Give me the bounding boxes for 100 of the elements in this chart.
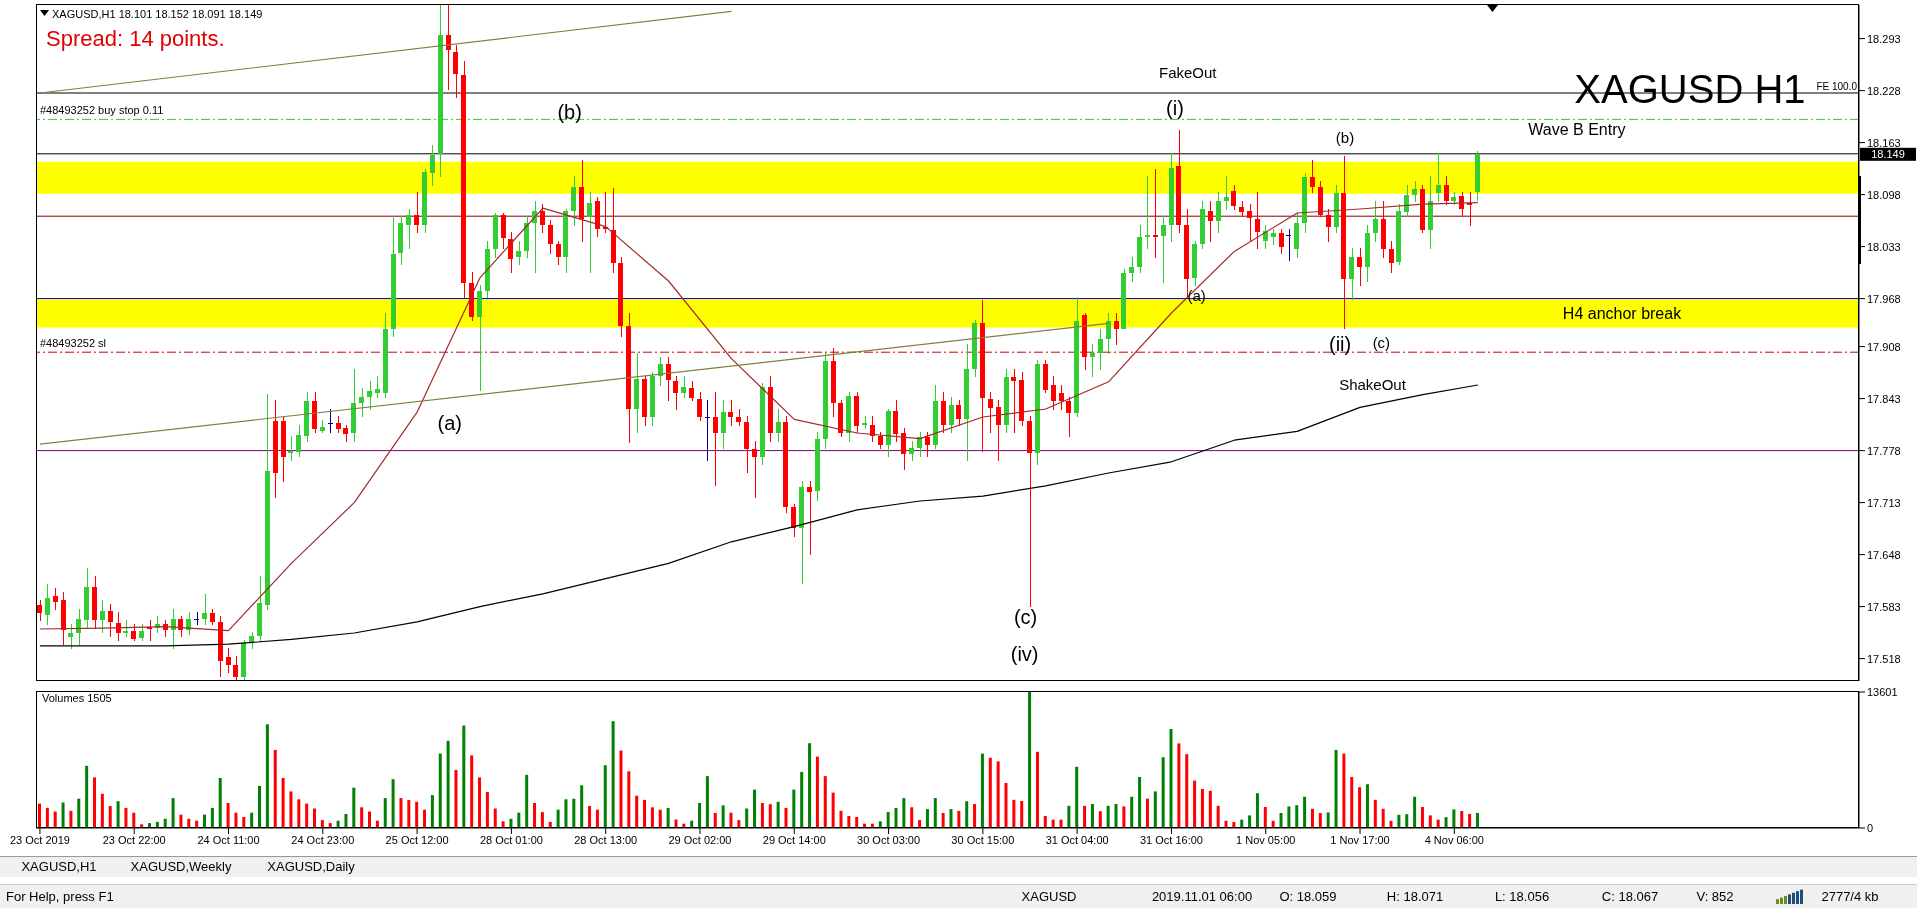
y-tick-label: 17.843: [1867, 392, 1901, 405]
bar: [753, 789, 757, 828]
bar: [729, 812, 733, 828]
bar: [1334, 750, 1338, 828]
bar: [1358, 787, 1362, 828]
bar: [1075, 766, 1079, 828]
bar: [713, 813, 717, 828]
text: 2019.11.01 06:00: [1151, 888, 1253, 904]
candlestick: [673, 375, 678, 411]
bar: [210, 807, 214, 828]
annotation: Wave B Entry: [1528, 121, 1626, 138]
bar: [1028, 692, 1032, 828]
candlestick: [76, 608, 81, 646]
candlestick: [446, 5, 451, 91]
bar: [383, 798, 387, 828]
candlestick: [1153, 168, 1158, 259]
candlestick: [1106, 312, 1111, 355]
bar: [360, 807, 364, 828]
candlestick: [1098, 328, 1103, 371]
annotation: ShakeOut: [1339, 375, 1406, 393]
x-tick-label: 23 Oct 22:00: [102, 833, 166, 846]
annotation: (a): [437, 412, 462, 434]
bar: [705, 776, 709, 828]
bar: [446, 740, 450, 828]
candlestick: [556, 240, 561, 266]
bar: [831, 792, 835, 828]
bar: [171, 798, 175, 828]
bar: [1405, 814, 1409, 828]
bar: [1083, 805, 1087, 828]
bar: [933, 798, 937, 828]
candlestick: [1444, 175, 1449, 206]
bar: [1263, 807, 1267, 828]
bar: [886, 812, 890, 828]
bar: [658, 809, 662, 828]
bar: [1153, 791, 1157, 828]
y-tick-label: 18.163: [1867, 136, 1901, 149]
bar: [533, 803, 537, 828]
bar: [116, 801, 120, 828]
bar: [226, 803, 230, 828]
bar: [470, 755, 474, 828]
candlestick: [1114, 312, 1119, 346]
x-tick-label: 23 Oct 2019: [9, 833, 70, 846]
candlestick: [1051, 375, 1056, 411]
candlestick: [1129, 256, 1134, 283]
bar: [965, 801, 969, 828]
candlestick: [1373, 200, 1378, 243]
bar: [242, 817, 246, 828]
candlestick: [1412, 180, 1417, 203]
annotation: (c): [1013, 606, 1038, 628]
annotation: XAGUSD H1: [1574, 67, 1806, 111]
candlestick: [540, 203, 545, 234]
y-tick-label: 17.968: [1867, 292, 1901, 305]
bar: [941, 813, 945, 828]
candlestick: [1231, 184, 1236, 211]
candlestick: [53, 587, 58, 611]
bar: [108, 806, 112, 828]
candlestick: [1247, 203, 1252, 243]
bar: [1193, 780, 1197, 828]
bar: [776, 801, 780, 828]
y-tick-label: 17.583: [1867, 600, 1901, 613]
bar: [1310, 808, 1314, 828]
candlestick: [1279, 228, 1284, 255]
candlestick: [516, 240, 521, 266]
bar: [698, 803, 702, 828]
candlestick: [1216, 191, 1221, 234]
candlestick: [108, 603, 113, 638]
bar: [124, 807, 128, 828]
bar: [61, 802, 65, 828]
chart-title: XAGUSD,H1 18.101 18.152 18.091 18.149: [52, 7, 263, 20]
candlestick: [870, 415, 875, 443]
text: O: 18.059: [1279, 888, 1337, 904]
candlestick: [1059, 384, 1064, 411]
bar: [1106, 805, 1110, 828]
candlestick: [571, 175, 576, 227]
text: C: 18.067: [1601, 888, 1659, 904]
candlestick: [233, 655, 238, 681]
bar: [258, 785, 262, 828]
bar: [1350, 777, 1354, 828]
y-tick-label: 17.713: [1867, 496, 1901, 509]
candlestick: [1161, 215, 1166, 284]
candlestick: [1349, 247, 1354, 301]
bar: [1098, 811, 1102, 828]
bar: [580, 785, 584, 828]
bar: [1138, 777, 1142, 828]
bar: [1444, 817, 1448, 828]
bar: [478, 777, 482, 828]
candlestick: [406, 208, 411, 250]
candlestick: [1224, 175, 1229, 211]
bar: [760, 803, 764, 828]
bar: [1287, 806, 1291, 828]
candlestick: [893, 399, 898, 443]
bar: [957, 810, 961, 828]
candlestick: [508, 231, 513, 274]
bar: [462, 725, 466, 828]
y-tick-label: 18.033: [1867, 240, 1901, 253]
bar: [391, 779, 395, 828]
candlestick: [296, 424, 301, 458]
candlestick: [288, 435, 293, 462]
bar: [1004, 783, 1008, 828]
y-tick-label: 17.778: [1867, 444, 1901, 457]
